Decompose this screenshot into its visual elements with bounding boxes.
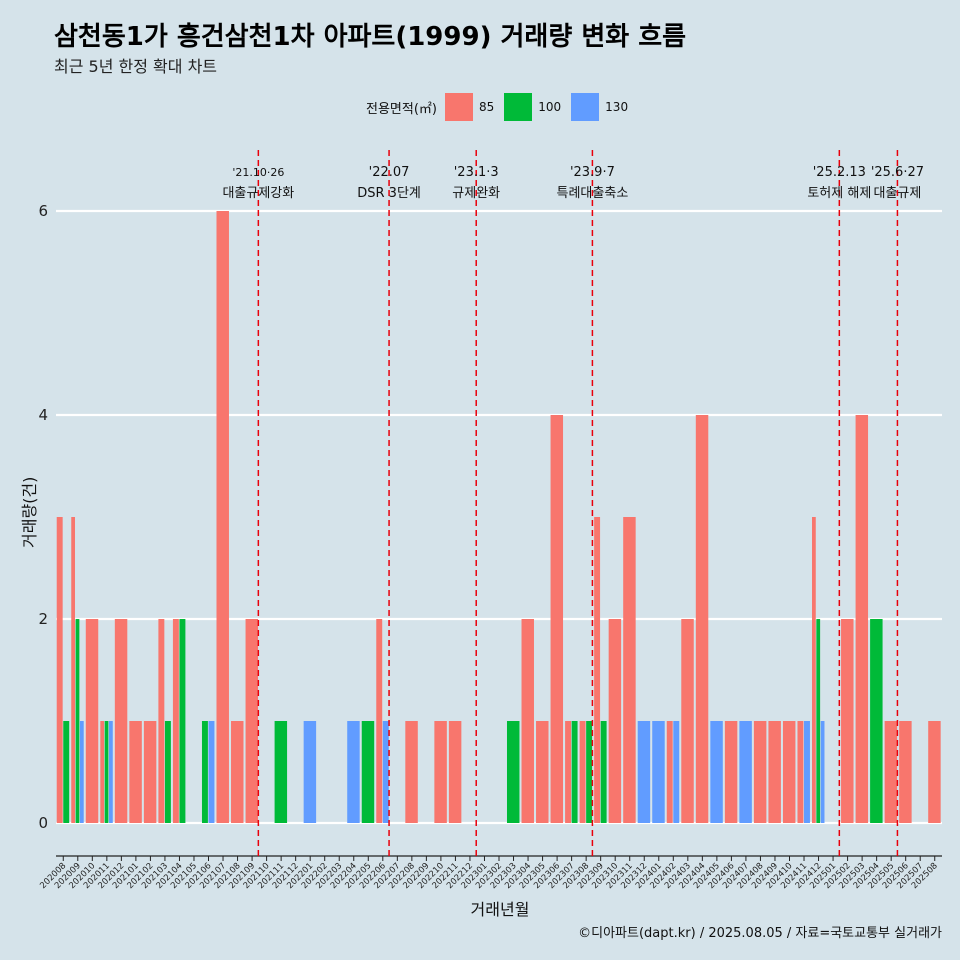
y-tick-label: 6 [38,202,48,220]
bar-85-202505 [884,721,898,823]
bar-85-202410 [782,721,796,823]
bar-85-202408 [753,721,767,823]
annotation-label: 대출규제 [874,186,922,201]
annotation-date: '25.2.13 [813,165,866,180]
x-axis-label: 거래년월 [470,900,530,919]
bar-100-202106 [201,721,208,823]
bar-100-202412 [816,619,821,823]
chart-title: 삼천동1가 흥건삼천1차 아파트(1999) 거래량 변화 흐름 [54,22,687,52]
bar-100-202111 [274,721,288,823]
bar-85-202103 [158,619,165,823]
bar-85-202309 [594,517,601,823]
bar-130-202201 [303,721,317,823]
bar-85-202206 [376,619,383,823]
bar-85-202308 [579,721,586,823]
chart-subtitle: 최근 5년 한정 확대 차트 [54,57,218,76]
bar-100-202011 [104,721,109,823]
bar-130-202411 [804,721,810,823]
annotation-date: '22.07 [369,165,410,180]
bar-85-202506 [899,721,912,823]
legend-label-85: 85 [478,100,495,114]
source-caption: ©디아파트(dapt.kr) / 2025.08.05 / 자료=국토교통부 실… [578,926,942,941]
bar-130-202401 [652,721,665,823]
bar-100-202309 [600,721,607,823]
y-axis-label: 거래량(건) [20,476,39,548]
bar-85-202406 [724,721,738,823]
bar-85-202210 [434,721,447,823]
bar-85-202102 [143,721,157,823]
bar-100-202504 [870,619,883,823]
bar-130-202312 [637,721,651,823]
bar-130-202402 [673,721,680,823]
annotation-label: 규제완화 [452,186,500,201]
bar-100-202303 [506,721,520,823]
bar-130-202407 [739,721,752,823]
legend-label-130: 130 [605,100,629,114]
bar-85-202304 [521,619,534,823]
bar-130-202009 [79,721,84,823]
bar-85-202211 [448,721,462,823]
bar-85-202502 [841,619,854,823]
bar-85-202311 [623,517,636,823]
bar-85-202208 [405,721,418,823]
bar-85-202012 [114,619,128,823]
legend-swatch-100 [504,93,533,121]
legend-label-100: 100 [538,100,562,114]
bar-130-202106 [208,721,215,823]
bar-100-202308 [586,721,593,823]
annotation-label: 토허제 해제 [807,186,871,201]
bar-85-202305 [536,721,549,823]
bar-85-202108 [231,721,244,823]
bar-100-202008 [63,721,70,823]
annotation-date: '23.1·3 [454,165,499,180]
bar-85-202009 [71,517,76,823]
bar-85-202008 [56,517,63,823]
bar-85-202310 [608,619,622,823]
bar-100-202009 [75,619,80,823]
legend: 전용면적(㎡) 85 100 130 [366,92,638,122]
bar-85-202307 [565,721,572,823]
y-tick-label: 4 [38,406,48,424]
bar-85-202402 [666,721,673,823]
bar-85-202107 [216,211,229,823]
legend-swatch-130 [571,93,600,121]
bar-85-202011 [100,721,105,823]
annotation-label: 대출규제강화 [222,186,294,201]
bar-85-202503 [855,415,869,823]
bar-85-202109 [245,619,259,823]
bar-100-202103 [164,721,171,823]
bar-130-202405 [710,721,723,823]
bar-85-202412 [812,517,816,823]
bar-100-202205 [361,721,375,823]
legend-title: 전용면적(㎡) [366,101,437,117]
bar-85-202411 [797,721,804,823]
annotation-date: '25.6·27 [871,165,924,180]
bar-100-202104 [179,619,186,823]
bar-130-202412 [820,721,825,823]
bar-85-202404 [695,415,709,823]
annotation-date: '23.9·7 [570,165,615,180]
bar-130-202206 [382,721,389,823]
y-tick-label: 0 [38,814,48,832]
bar-85-202508 [928,721,941,823]
annotation-label: 특례대출축소 [557,186,629,201]
y-tick-label: 2 [38,610,48,628]
annotation-label: DSR 3단계 [357,186,421,201]
bar-85-202409 [768,721,781,823]
bar-130-202011 [109,721,113,823]
bar-85-202101 [129,721,142,823]
legend-swatch-85 [444,93,473,121]
bar-85-202104 [172,619,179,823]
annotation-date: '21.10·26 [232,166,284,179]
bar-130-202204 [347,721,360,823]
bar-85-202306 [550,415,564,823]
bar-85-202010 [85,619,99,823]
bar-100-202307 [571,721,578,823]
bar-85-202403 [681,619,694,823]
